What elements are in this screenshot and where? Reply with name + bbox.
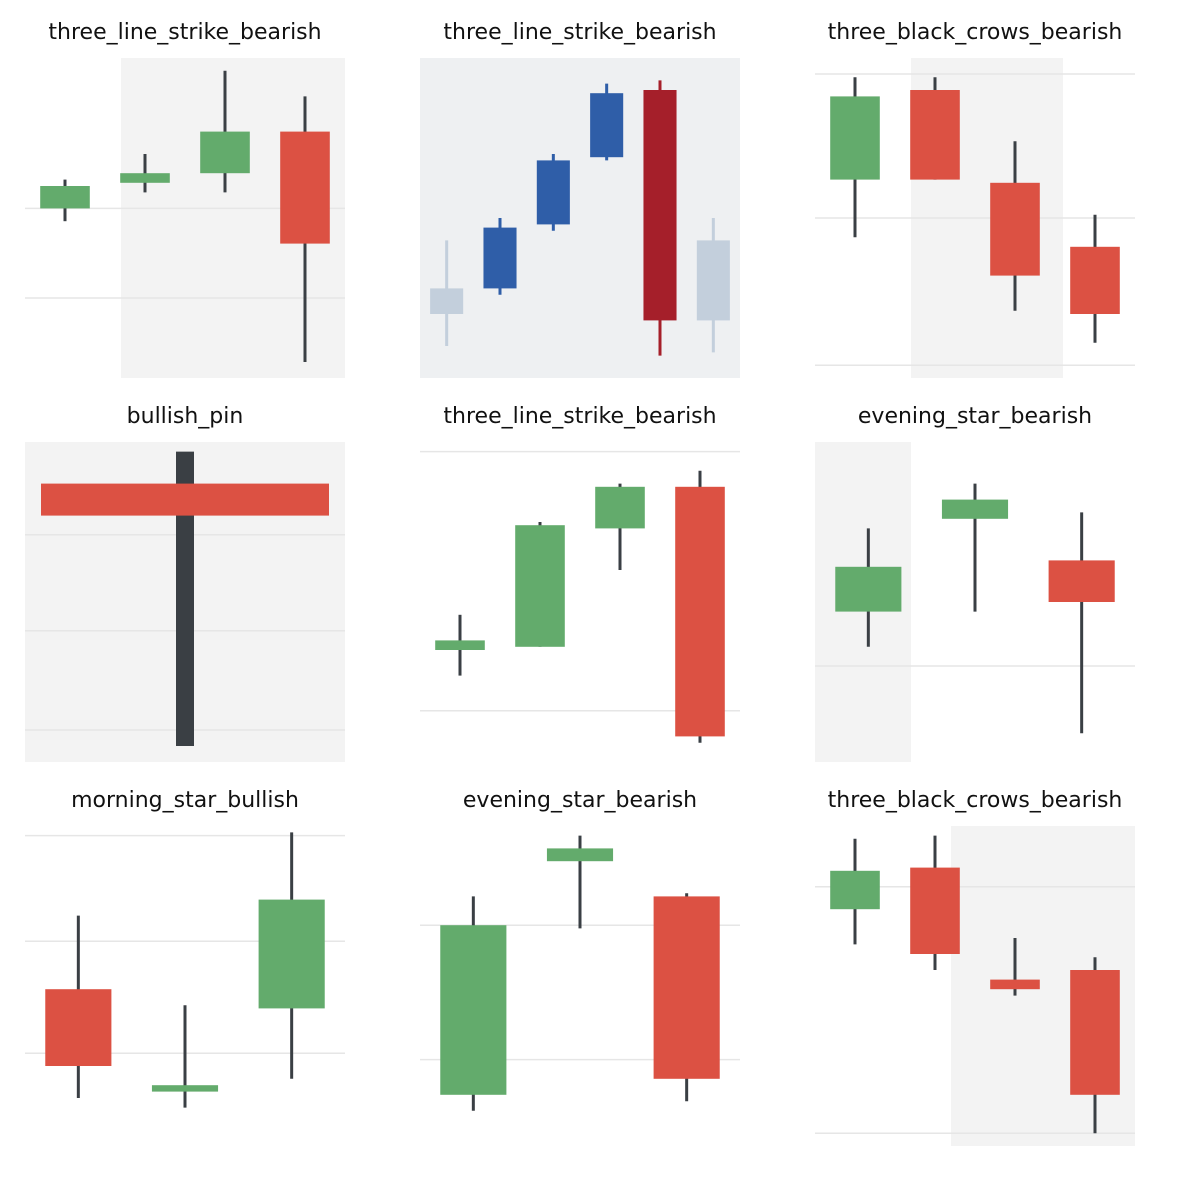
candle-body	[546, 848, 614, 862]
candle-body	[258, 899, 325, 1009]
candle-body	[835, 566, 902, 612]
candle-body	[675, 486, 725, 737]
candle-body	[590, 93, 624, 158]
chart-title: morning_star_bullish	[71, 788, 299, 813]
chart-title: three_black_crows_bearish	[827, 788, 1123, 813]
chart-plot	[815, 58, 1135, 378]
chart-plot	[420, 58, 740, 378]
candle-body	[696, 240, 730, 321]
candle-body	[45, 989, 112, 1066]
candle-body	[941, 499, 1009, 519]
chart-panel: three_line_strike_bearish	[420, 18, 740, 398]
candle-body	[515, 525, 565, 647]
chart-plot	[25, 442, 345, 762]
candle-body	[830, 96, 880, 180]
candle-body	[151, 1085, 219, 1092]
chart-plot	[420, 826, 740, 1146]
candle-body	[483, 227, 517, 289]
chart-title: bullish_pin	[126, 404, 244, 429]
chart-title: evening_star_bearish	[462, 788, 698, 813]
chart-title: three_line_strike_bearish	[443, 404, 717, 429]
candle-body	[643, 90, 677, 321]
chart-panel: evening_star_bearish	[420, 786, 740, 1166]
chart-panel: three_line_strike_bearish	[25, 18, 345, 398]
candle-body	[910, 90, 960, 180]
plot-background	[420, 58, 740, 378]
candle-body	[440, 925, 507, 1095]
chart-title: three_line_strike_bearish	[48, 20, 322, 45]
chart-title: three_line_strike_bearish	[443, 20, 717, 45]
candle-body	[430, 288, 464, 314]
candle-body	[990, 182, 1040, 276]
chart-panel: bullish_pin	[25, 402, 345, 782]
chart-plot	[815, 442, 1135, 762]
chart-panel: three_black_crows_bearish	[815, 18, 1135, 398]
chart-panel: three_line_strike_bearish	[420, 402, 740, 782]
chart-plot	[25, 58, 345, 378]
candle-body	[830, 870, 880, 910]
chart-title: evening_star_bearish	[857, 404, 1093, 429]
candle-body	[910, 867, 960, 954]
candle-body	[41, 483, 329, 516]
candle-body	[595, 486, 645, 529]
chart-plot	[815, 826, 1135, 1146]
chart-title: three_black_crows_bearish	[827, 20, 1123, 45]
candle-body	[990, 979, 1040, 990]
chart-plot	[25, 826, 345, 1146]
candle-body	[435, 640, 485, 650]
candle-body	[1070, 246, 1120, 314]
candle-body	[120, 173, 170, 183]
chart-panel: three_black_crows_bearish	[815, 786, 1135, 1166]
chart-plot	[420, 442, 740, 762]
chart-panel: morning_star_bullish	[25, 786, 345, 1166]
candle-body	[653, 896, 720, 1079]
candle-body	[40, 186, 90, 209]
candle-body	[1048, 560, 1115, 602]
chart-panel: evening_star_bearish	[815, 402, 1135, 782]
candle-body	[1070, 970, 1120, 1095]
candle-body	[280, 131, 330, 244]
candle-body	[200, 131, 250, 174]
candle-body	[536, 160, 570, 225]
